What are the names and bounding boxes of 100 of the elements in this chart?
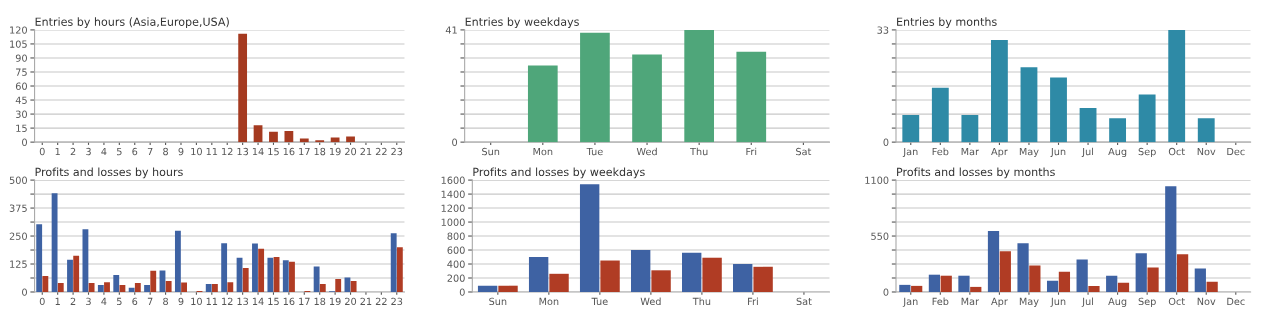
bar — [1079, 108, 1097, 143]
bar — [134, 283, 141, 292]
bar — [987, 230, 1000, 292]
bar — [549, 273, 569, 292]
x-tick-label: 1 — [55, 297, 60, 305]
bar — [252, 243, 258, 292]
x-tick-label: 5 — [116, 297, 122, 306]
x-tick-label: 6 — [132, 147, 138, 156]
x-tick-label: Sat — [796, 297, 812, 306]
x-tick-label: Apr — [991, 147, 1008, 158]
x-tick-label: 23 — [391, 147, 403, 156]
x-tick-label: 18 — [314, 147, 326, 156]
x-tick-label: Oct — [1168, 147, 1185, 156]
y-tick-label: 500 — [9, 176, 27, 184]
x-tick-label: 12 — [222, 147, 233, 156]
bar — [211, 283, 218, 292]
bar — [911, 285, 923, 292]
bar — [57, 283, 64, 292]
x-tick-label: 8 — [163, 297, 168, 306]
y-tick-label: 75 — [16, 68, 27, 76]
y-tick-label: 0 — [883, 288, 889, 296]
bar — [753, 266, 773, 292]
y-tick-label: 1400 — [441, 190, 465, 198]
x-tick-label: 17 — [299, 147, 310, 156]
x-tick-label: 15 — [268, 147, 279, 156]
x-tick-label: 5 — [116, 147, 122, 156]
y-tick-label: 400 — [447, 260, 465, 268]
x-tick-label: 17 — [299, 297, 310, 305]
x-tick-label: Tue — [586, 147, 603, 156]
bar — [1017, 243, 1029, 292]
x-tick-label: 18 — [314, 297, 326, 306]
bar — [1046, 280, 1059, 292]
x-tick-label: 14 — [252, 297, 264, 305]
bar — [1106, 275, 1118, 292]
bar — [335, 279, 342, 292]
x-tick-label: Mar — [961, 147, 980, 156]
bar — [702, 257, 722, 292]
bar — [528, 257, 549, 292]
bar — [1147, 267, 1159, 292]
bar — [736, 51, 767, 143]
x-tick-label: 9 — [178, 297, 184, 306]
bar — [238, 33, 248, 143]
x-tick-label: 23 — [391, 297, 403, 306]
x-tick-label: 20 — [345, 147, 357, 156]
x-tick-label: Aug — [1108, 147, 1127, 158]
bar — [600, 260, 620, 292]
bar — [390, 233, 397, 292]
bar — [958, 275, 970, 292]
bar — [319, 283, 326, 292]
bar — [128, 287, 135, 292]
y-tick-label: 90 — [15, 54, 27, 62]
bar — [289, 261, 295, 292]
y-tick-label: 105 — [10, 40, 27, 48]
x-tick-label: Thu — [689, 147, 708, 156]
bar — [227, 282, 234, 292]
bar — [88, 283, 95, 292]
x-tick-label: Sun — [482, 147, 500, 156]
x-tick-label: 1 — [55, 147, 60, 156]
bar — [527, 65, 558, 143]
chart-title: Entries by months — [897, 17, 997, 29]
bar — [684, 29, 715, 143]
x-tick-label: May — [1019, 297, 1039, 307]
bar — [313, 266, 320, 292]
x-tick-label: Nov — [1197, 297, 1216, 306]
chart-title: Profits and losses by hours — [35, 167, 183, 179]
bar — [330, 137, 340, 143]
bar — [990, 40, 1008, 143]
y-tick-label: 30 — [15, 110, 27, 118]
bar — [579, 184, 600, 292]
bar — [221, 243, 228, 292]
bar — [97, 285, 104, 292]
x-tick-label: 13 — [237, 297, 249, 306]
x-tick-label: 19 — [330, 297, 341, 306]
bar — [299, 138, 309, 143]
bar — [1076, 259, 1088, 292]
bar — [1117, 282, 1130, 292]
bar — [36, 224, 43, 292]
y-tick-label: 0 — [883, 138, 889, 146]
x-tick-label: 10 — [191, 297, 202, 306]
x-tick-label: 19 — [330, 147, 341, 156]
chart-title: Entries by weekdays — [465, 17, 579, 29]
bar — [1138, 94, 1156, 143]
x-tick-label: 21 — [360, 147, 372, 156]
y-tick-label: 0 — [452, 138, 458, 146]
x-tick-label: Feb — [932, 147, 949, 156]
y-tick-label: 1200 — [441, 204, 465, 212]
bar — [630, 250, 651, 292]
bar — [632, 54, 662, 143]
bar — [999, 251, 1011, 292]
x-tick-label: Thu — [692, 297, 711, 306]
x-tick-label: Nov — [1197, 147, 1216, 156]
y-tick-label: 1000 — [441, 218, 465, 226]
bar — [258, 248, 265, 292]
x-tick-label: Jul — [1081, 147, 1094, 158]
x-tick-label: 4 — [101, 297, 107, 305]
x-tick-label: 6 — [132, 297, 138, 306]
bar — [119, 285, 126, 292]
x-tick-label: 3 — [86, 297, 91, 306]
x-tick-label: Wed — [640, 297, 661, 306]
x-tick-label: Mar — [961, 297, 980, 306]
